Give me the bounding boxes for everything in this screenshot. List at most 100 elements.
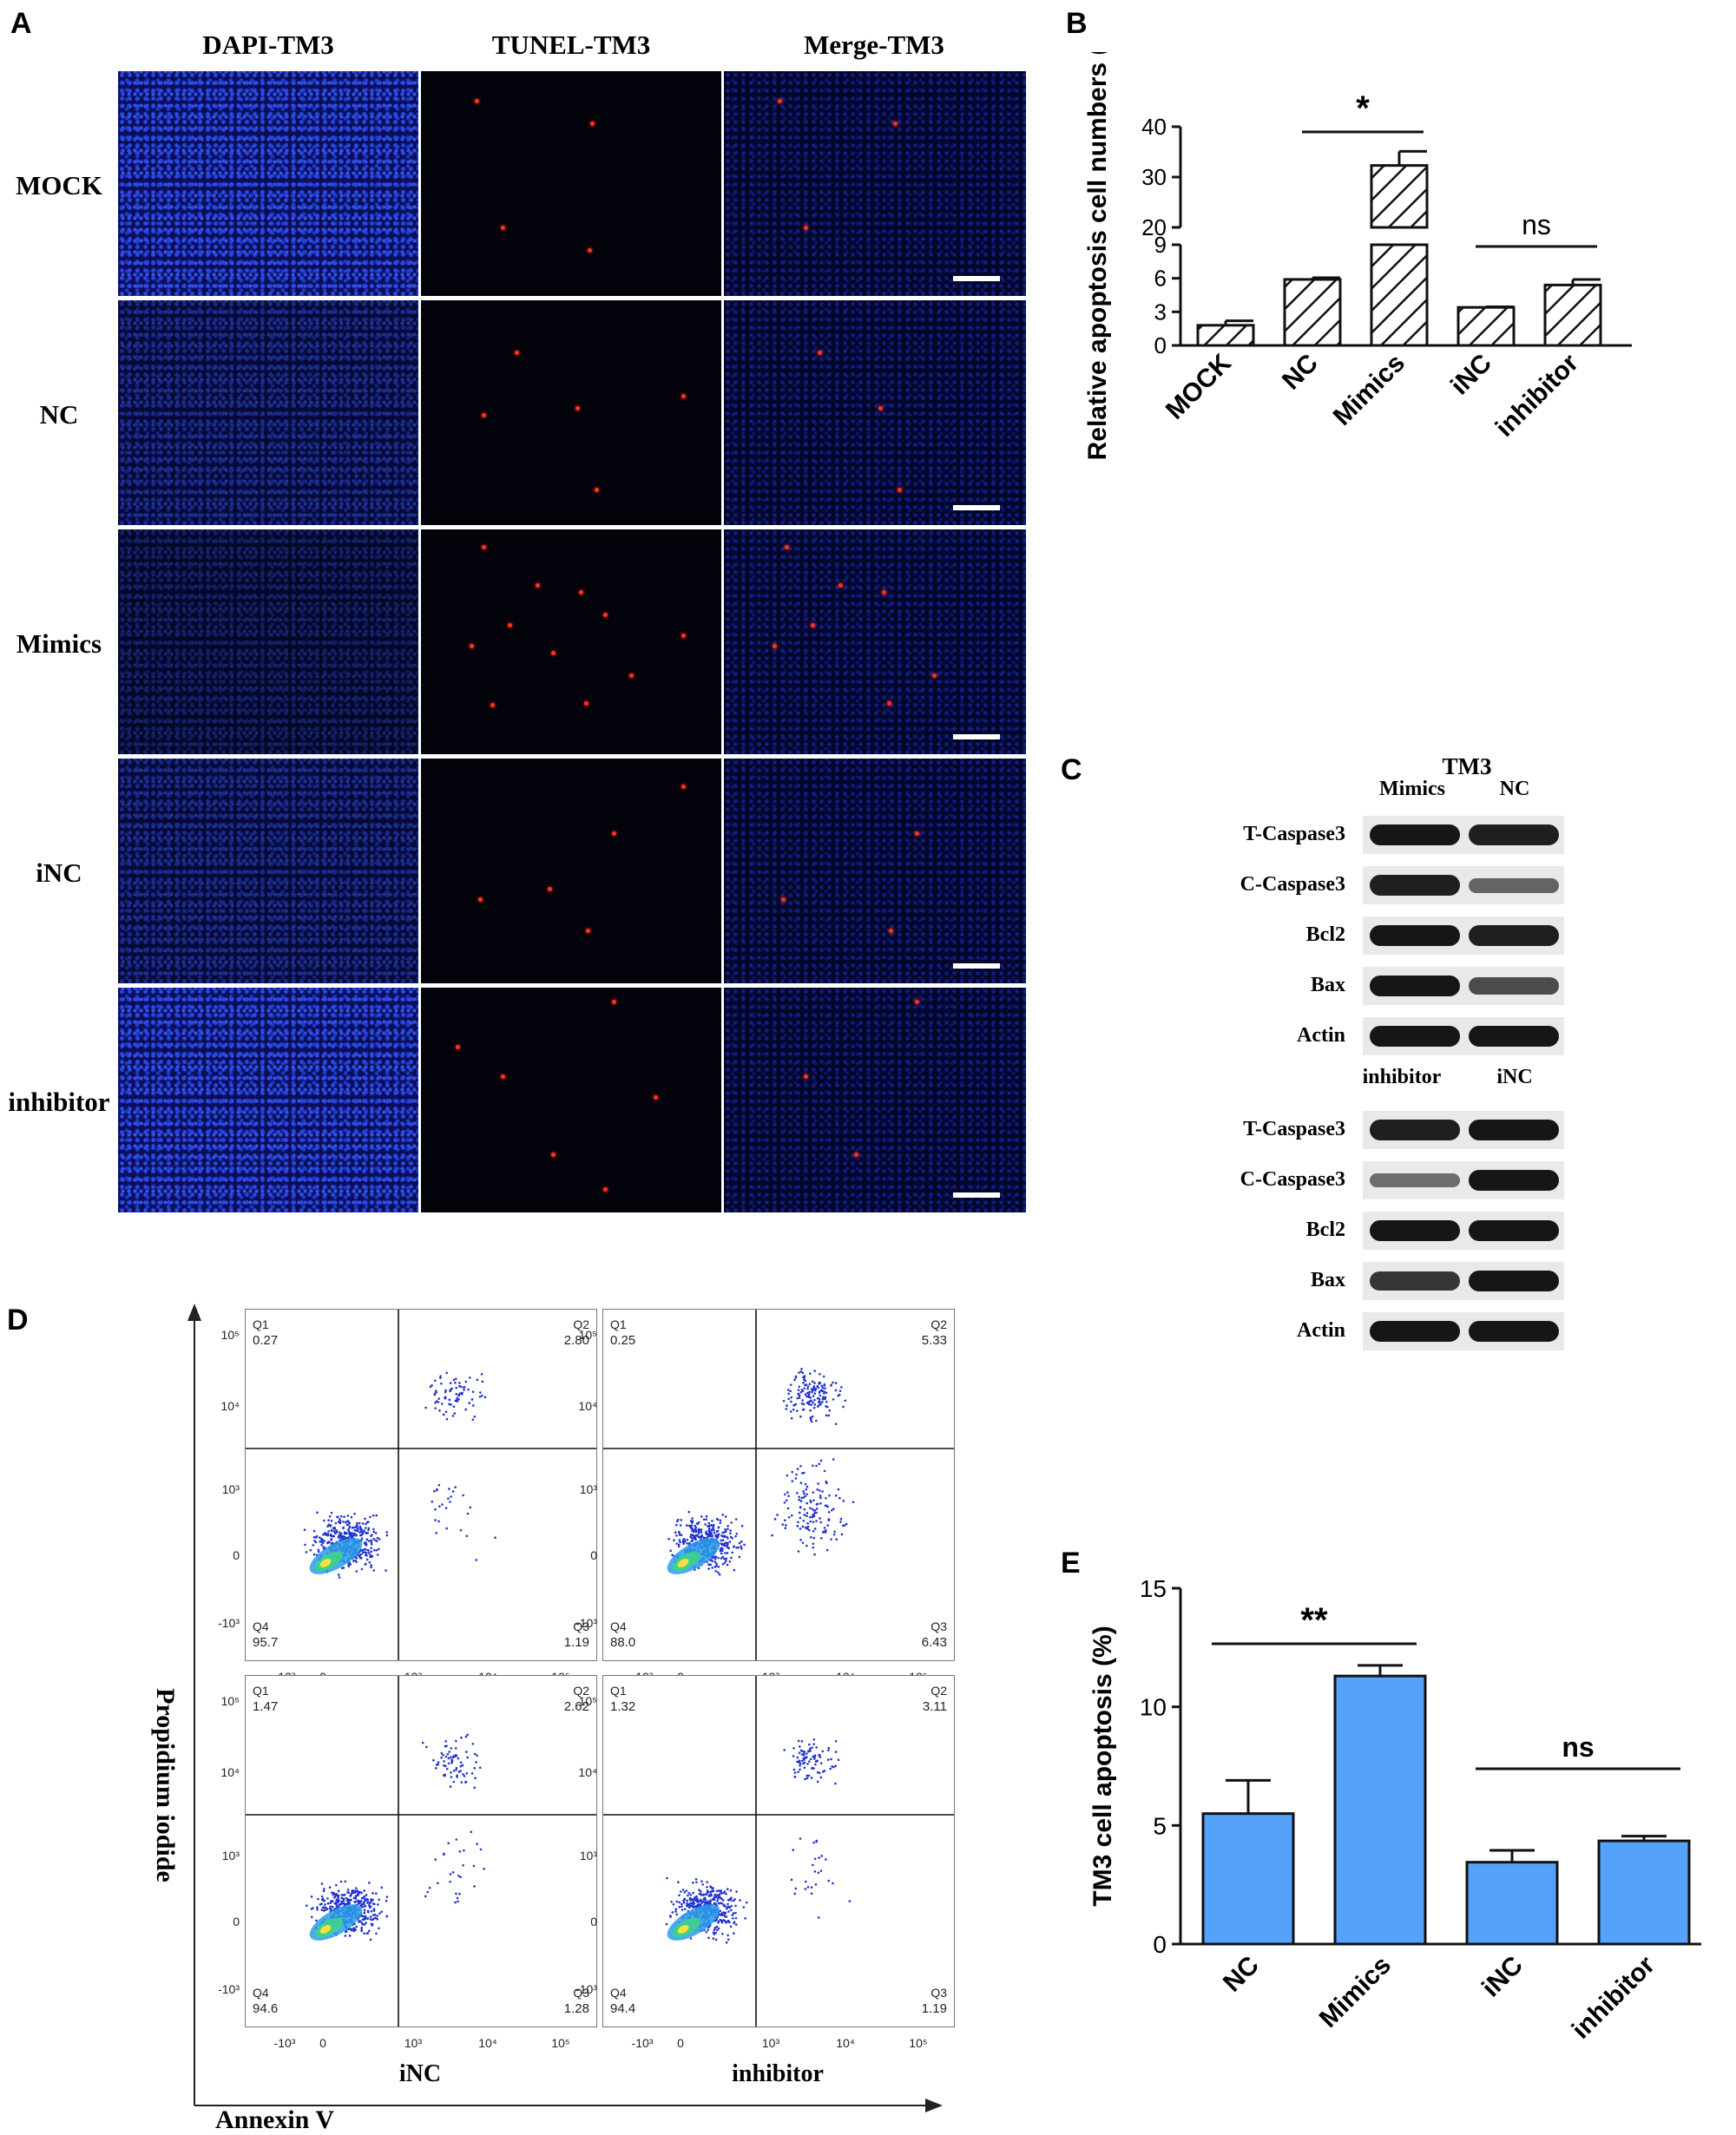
flow-event [707, 1525, 709, 1527]
flow-event [691, 1534, 694, 1537]
flow-event [438, 1409, 441, 1412]
flow-event [683, 1538, 686, 1541]
flow-event [462, 1773, 464, 1776]
flow-event [319, 1903, 322, 1906]
flow-event [724, 1527, 727, 1531]
flow-event [839, 1521, 842, 1523]
flow-event [812, 1841, 815, 1844]
panel-e-letter: E [1061, 1547, 1081, 1580]
blot-title: TM3 [1442, 753, 1492, 779]
flow-density-max [319, 1559, 332, 1567]
flow-event [738, 1541, 741, 1545]
flow-event [339, 1514, 343, 1518]
flow-event [371, 1918, 374, 1922]
flow-event [475, 1559, 477, 1561]
quadrant-name-q1: Q1 [610, 1684, 627, 1698]
flow-event [385, 1895, 389, 1898]
flow-event [455, 1739, 457, 1743]
flow-event [346, 1902, 350, 1905]
flow-event [331, 1900, 334, 1902]
flow-event [457, 1757, 460, 1760]
flow-event [786, 1491, 789, 1494]
flow-event [339, 1532, 343, 1535]
flow-event [721, 1933, 724, 1935]
flow-event [385, 1531, 389, 1534]
flow-event [689, 1893, 693, 1896]
flow-event [721, 1555, 725, 1559]
flow-event [364, 1547, 367, 1551]
flow-event [800, 1402, 804, 1405]
flow-event [828, 1494, 831, 1497]
micrograph-tunel-nc [421, 300, 721, 525]
flow-event [370, 1898, 372, 1901]
flow-event [844, 1399, 847, 1403]
flow-event [336, 1901, 339, 1904]
micrograph-merge-inhibitor [724, 988, 1026, 1212]
flow-event [825, 1400, 828, 1403]
flow-plot-mimics: Q1 0.25 Q2 5.33 Q4 88.0 Q3 6.43 [602, 1309, 955, 1661]
flow-event [363, 1895, 366, 1898]
flow-event [682, 1542, 685, 1546]
flow-event [321, 1533, 325, 1536]
flow-event [342, 1527, 345, 1530]
flow-event [339, 1520, 342, 1522]
flow-event [442, 1853, 445, 1856]
x-tick-label-nc: NC [1218, 1951, 1265, 1998]
flow-event [471, 1418, 475, 1422]
flow-event [713, 1523, 715, 1527]
flow-event [716, 1900, 719, 1902]
flow-event [730, 1521, 733, 1524]
flow-event [725, 1560, 727, 1562]
flow-event [733, 1568, 736, 1572]
flow-event [717, 1895, 720, 1898]
flow-event [449, 1501, 451, 1503]
flow-event [732, 1912, 735, 1915]
flow-event [787, 1392, 790, 1396]
flow-event [713, 1558, 717, 1560]
flow-event [808, 1403, 811, 1406]
flow-y-tick-label: -10³ [575, 1982, 597, 1996]
flow-y-tick-label: 10⁵ [220, 1694, 240, 1708]
flow-event [794, 1376, 798, 1379]
bar-inc [1457, 305, 1516, 347]
flow-event [812, 1757, 816, 1760]
y-axis-label: Relative apoptosis cell numbers (‰) [1083, 52, 1112, 460]
flow-event [832, 1398, 835, 1401]
flow-event [840, 1386, 843, 1389]
flow-event [375, 1514, 378, 1517]
x-tick-label-inhibitor: inhibitor [1567, 1950, 1660, 2044]
flow-event [695, 1881, 698, 1884]
flow-event [330, 1511, 333, 1514]
flow-y-tick-label: 10⁵ [578, 1328, 597, 1342]
flow-event [318, 1536, 321, 1539]
flow-event [355, 1557, 358, 1560]
flow-event [360, 1928, 363, 1931]
y-tick-label-40: 40 [1141, 114, 1167, 140]
flow-event [727, 1910, 730, 1913]
flow-event [796, 1468, 799, 1470]
flow-event [470, 1398, 474, 1401]
flow-event [712, 1931, 715, 1934]
flow-event [806, 1763, 809, 1765]
flow-event [731, 1551, 733, 1554]
flow-event [694, 1524, 697, 1527]
flow-event [745, 1901, 748, 1904]
flow-event [833, 1530, 836, 1534]
flow-x-tick-label: -10³ [631, 2036, 654, 2050]
column-header-merge: Merge-TM3 [804, 30, 944, 60]
flow-event [365, 1521, 369, 1524]
scale-bar [953, 1192, 1000, 1198]
flow-event [462, 1386, 465, 1389]
flow-event [356, 1893, 359, 1896]
flow-event [350, 1515, 353, 1519]
flow-event [786, 1507, 790, 1510]
flow-event [799, 1768, 801, 1771]
flow-event [434, 1389, 437, 1393]
flow-event [800, 1759, 804, 1763]
flow-event [800, 1753, 804, 1756]
flow-event [686, 1538, 689, 1541]
flow-event [733, 1921, 736, 1923]
flow-event [370, 1564, 372, 1567]
y-axis-label: TM3 cell apoptosis (%) [1088, 1626, 1117, 1906]
flow-event [842, 1405, 845, 1409]
